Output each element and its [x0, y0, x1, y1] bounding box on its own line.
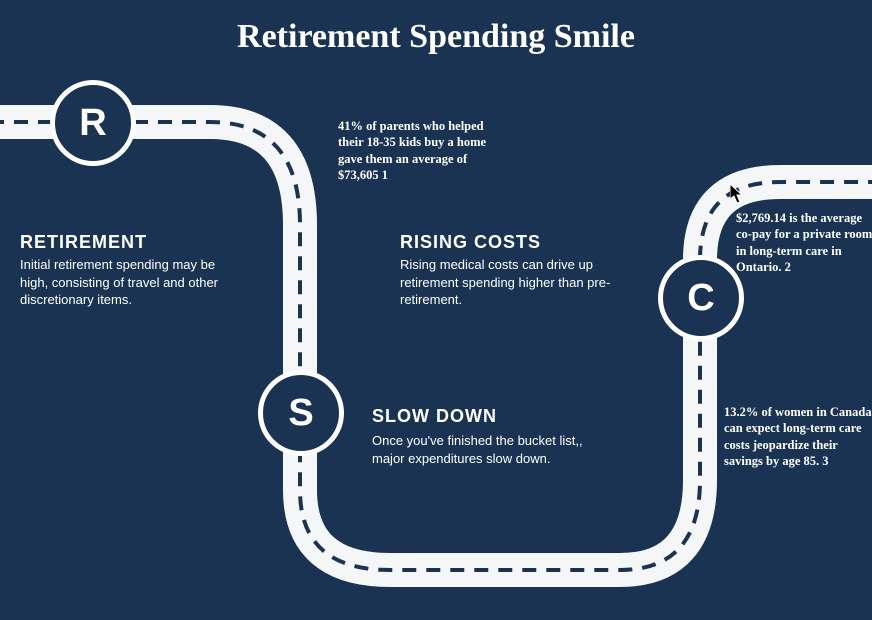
- road-dash: [0, 122, 872, 570]
- rising-costs-body: Rising medical costs can drive up retire…: [400, 256, 620, 309]
- slow-down-heading: SLOW DOWN: [372, 406, 497, 427]
- page-title: Retirement Spending Smile: [0, 18, 872, 56]
- road-base: [0, 122, 872, 570]
- node-r: R: [50, 80, 136, 166]
- cursor-icon: [730, 184, 746, 204]
- node-c: C: [658, 255, 744, 341]
- node-r-letter: R: [79, 102, 106, 145]
- node-s: S: [258, 370, 344, 456]
- slow-down-body: Once you've finished the bucket list,, m…: [372, 432, 602, 467]
- retirement-body: Initial retirement spending may be high,…: [20, 256, 240, 309]
- stat-women: 13.2% of women in Canada can expect long…: [724, 404, 872, 469]
- stat-copay: $2,769.14 is the average co-pay for a pr…: [736, 210, 872, 275]
- node-s-letter: S: [288, 392, 313, 435]
- stat-parents: 41% of parents who helped their 18-35 ki…: [338, 118, 498, 183]
- rising-costs-heading: RISING COSTS: [400, 232, 541, 253]
- node-c-letter: C: [687, 277, 714, 320]
- retirement-heading: RETIREMENT: [20, 232, 147, 253]
